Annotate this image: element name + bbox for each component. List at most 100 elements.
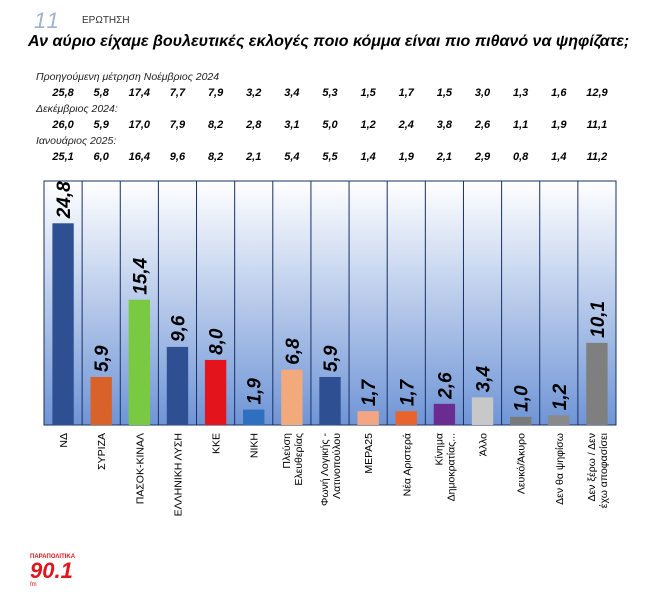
previous-measurement-value: 1,4 (360, 151, 376, 163)
bar-value-label: 1,7 (359, 378, 380, 406)
bar-value-label: 6,8 (283, 338, 304, 365)
previous-measurement-value: 7,9 (207, 87, 224, 99)
logo-bottom-text: fm (30, 582, 37, 588)
bar-value-label: 1,7 (397, 378, 418, 406)
previous-measurement-value: 3,4 (284, 87, 300, 99)
previous-measurement-value: 1,9 (551, 119, 567, 131)
previous-measurement-value: 2,9 (474, 151, 491, 163)
bar (357, 411, 379, 425)
previous-measurement-value: 5,8 (93, 87, 109, 99)
previous-measurement-value: 3,0 (474, 87, 491, 99)
previous-measurement-value: 2,6 (474, 119, 491, 131)
previous-measurement-value: 5,4 (284, 151, 300, 163)
previous-measurement-value: 1,6 (551, 87, 567, 99)
previous-measurement-value: 6,0 (93, 151, 109, 163)
previous-measurement-value: 5,0 (322, 119, 338, 131)
bar-value-label: 5,9 (92, 345, 113, 372)
previous-measurement-value: 1,4 (551, 151, 567, 163)
category-label: Ελευθερίας (293, 433, 305, 486)
previous-measurement-value: 2,4 (398, 119, 414, 131)
previous-measurement-value: 25,8 (52, 87, 74, 99)
previous-measurement-value: 1,3 (513, 87, 529, 99)
category-label: Λευκό/Άκυρο (516, 433, 528, 494)
previous-measurement-value: 1,5 (436, 87, 453, 99)
bar (52, 223, 74, 425)
bar (395, 411, 417, 425)
bar-value-label: 8,0 (207, 328, 228, 355)
previous-measurement-value: 3,1 (284, 119, 300, 131)
bar-value-label: 9,6 (168, 315, 189, 342)
previous-measurement-label: Προηγούμενη μέτρηση Νοέμβριος 2024 (36, 71, 220, 83)
previous-measurement-value: 17,0 (128, 119, 151, 131)
previous-measurement-value: 1,7 (398, 87, 414, 99)
category-label: ΚΚΕ (211, 433, 223, 454)
previous-measurement-value: 25,1 (52, 151, 74, 163)
previous-measurement-value: 2,1 (246, 151, 262, 163)
previous-measurement-value: 3,8 (436, 119, 453, 131)
previous-measurement-value: 3,2 (246, 87, 262, 99)
category-label: ΝΔ (58, 433, 70, 448)
previous-measurement-value: 17,4 (128, 87, 151, 99)
category-label: Δημοκρατίας... (445, 433, 457, 501)
bar (433, 403, 456, 425)
category-label: ΠΑΣΟΚ-ΚΙΝΑΛ (134, 433, 146, 504)
previous-measurement-value: 11,1 (586, 119, 608, 131)
previous-measurement-value: 8,2 (207, 119, 224, 131)
logo-top-text: ΠΑΡΑΠΟΛΙΤΙΚΑ (30, 554, 76, 560)
radio-logo: ΠΑΡΑΠΟΛΙΤΙΚΑ 90.1 fm (30, 554, 76, 598)
bar-value-label: 5,9 (321, 345, 342, 372)
previous-measurement-value: 1,2 (360, 119, 376, 131)
previous-measurement-value: 16,4 (128, 151, 151, 163)
category-label: Δεν ξέρω / Δεν (586, 433, 598, 502)
question-label: ΕΡΩΤΗΣΗ (82, 15, 130, 26)
category-label: έχω αποφασίσει (598, 432, 610, 508)
previous-measurement-value: 2,1 (436, 151, 453, 163)
previous-measurement-value: 1,1 (513, 119, 529, 131)
category-label: Λατινοπούλου (331, 433, 343, 499)
bar-value-label: 2,6 (435, 372, 456, 400)
question-number: 11 (34, 8, 61, 33)
bar (471, 397, 494, 425)
previous-measurement-value: 7,7 (169, 87, 186, 99)
previous-measurement-value: 0,8 (513, 151, 529, 163)
bar (281, 369, 303, 425)
page-title: Αν αύριο είχαμε βουλευτικές εκλογές ποιο… (28, 33, 630, 50)
previous-measurement-value: 11,2 (586, 151, 608, 163)
previous-measurement-value: 1,5 (360, 87, 376, 99)
category-label: Νέα Αριστερά (401, 433, 413, 496)
previous-measurement-value: 5,9 (93, 119, 109, 131)
bar-value-label: 1,0 (512, 385, 533, 412)
bar-value-label: 3,4 (474, 366, 495, 393)
bar-value-label: 1,2 (550, 383, 571, 410)
previous-measurement-value: 5,5 (322, 151, 338, 163)
bar (586, 342, 608, 425)
previous-measurement-value: 8,2 (207, 151, 224, 163)
bar (166, 346, 189, 425)
category-label: Φωνή Λογικής - (319, 433, 331, 507)
bar (243, 409, 265, 425)
previous-measurement-value: 1,9 (398, 151, 414, 163)
previous-measurement-value: 12,9 (586, 87, 608, 99)
bar (90, 377, 112, 425)
category-label: Δεν θα ψηφίσω (554, 433, 566, 505)
category-label: ΝΙΚΗ (249, 433, 261, 458)
previous-measurement-value: 5,3 (322, 87, 338, 99)
previous-measurement-value: 2,8 (246, 119, 262, 131)
bar (128, 299, 151, 425)
previous-measurement-value: 7,9 (169, 119, 186, 131)
previous-measurement-label: Δεκέμβριος 2024: (36, 103, 118, 115)
category-label: Άλλο (478, 433, 490, 456)
bar (548, 415, 570, 425)
category-label: Πλεύση (281, 433, 293, 469)
bar (319, 377, 341, 425)
bar-value-label: 1,9 (245, 378, 266, 405)
bar (509, 416, 532, 425)
category-label: ΣΥΡΙΖΑ (96, 433, 108, 470)
previous-measurement-value: 26,0 (52, 119, 74, 131)
category-label: ΜΕΡΑ25 (363, 433, 375, 474)
previous-measurement-value: 9,6 (169, 151, 186, 163)
bar-value-label: 24,8 (54, 181, 75, 219)
logo-number: 90.1 (30, 558, 73, 583)
previous-measurement-label: Ιανουάριος 2025: (36, 135, 117, 147)
